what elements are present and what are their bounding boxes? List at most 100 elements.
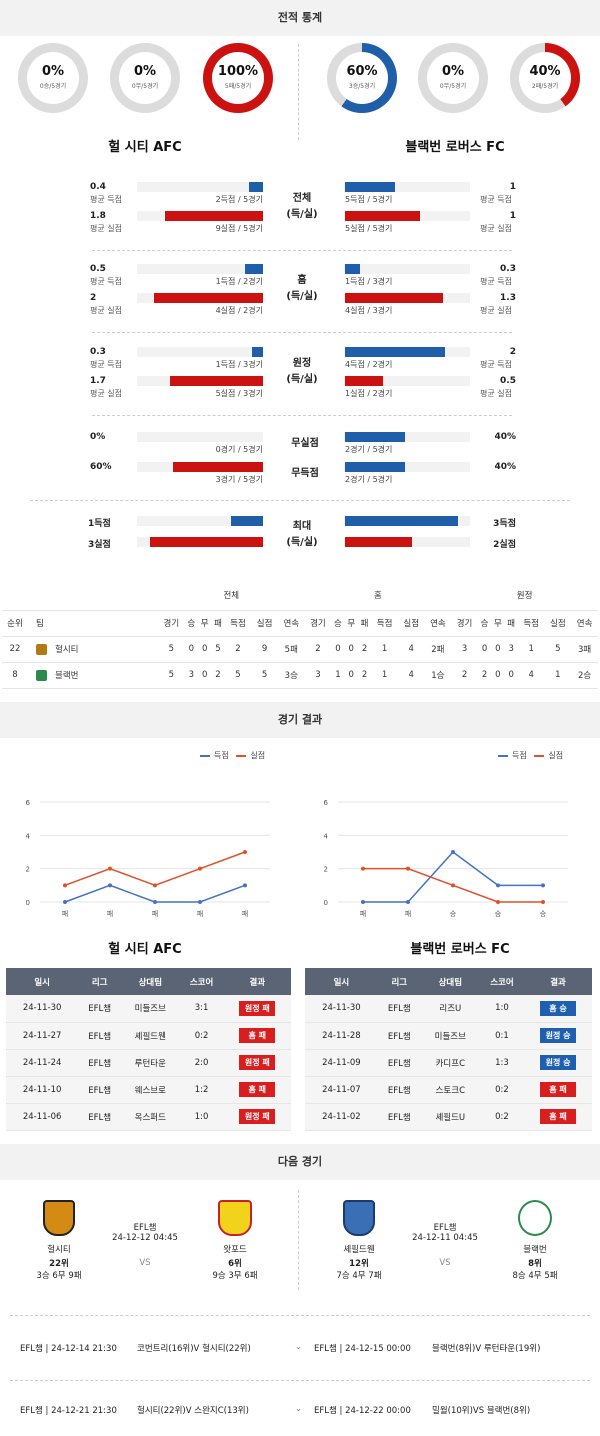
next-game-date: EFL챔 | 24-12-21 21:30 — [20, 1406, 117, 1416]
donut-caption: 5패/5경기 — [224, 83, 252, 90]
away-team-rank: 8위 — [528, 1259, 542, 1269]
away-results-team: 블랙번 로버스 FC — [410, 942, 510, 957]
stat-cell: 1 — [517, 636, 545, 663]
bar-track — [137, 264, 263, 274]
divider — [10, 1380, 590, 1381]
results-header: 리그 — [377, 968, 421, 995]
team-logo-icon — [36, 644, 47, 655]
table-row: 24-11-09 EFL챔 카디프C 1:3 원정 승 — [305, 1049, 592, 1077]
result-score: 1:3 — [479, 1049, 525, 1077]
result-badge: 원정 승 — [540, 1028, 577, 1043]
next-game-row[interactable]: EFL챔 | 24-12-21 21:30 헐시티(22위)V 스완지C(13위)… — [0, 1404, 600, 1418]
data-point — [406, 866, 410, 871]
away-donut-0: 60% 3승/5경기 — [327, 43, 397, 113]
table-row: 24-11-28 EFL챔 미들즈브 0:1 원정 승 — [305, 1022, 592, 1050]
x-tick-label: 승 — [540, 910, 547, 918]
next-section-title: 다음 경기 — [0, 1144, 600, 1180]
center-clean-label: 무실점 — [291, 438, 319, 449]
result-cell: 원정 패 — [223, 1049, 291, 1077]
next-game-teams: 밀월(10위)VS 블랙번(8위) — [432, 1406, 531, 1416]
result-cell: 원정 패 — [223, 995, 291, 1023]
team-logo-icon — [43, 1200, 75, 1236]
donut-percent: 40% — [529, 64, 561, 79]
table-row: 24-11-30 EFL챔 미들즈브 3:1 원정 패 — [6, 995, 291, 1023]
stat-cell: 4 — [397, 636, 425, 663]
home-max-for-bar — [231, 516, 263, 526]
result-league: EFL챔 — [78, 995, 122, 1023]
next-game-row[interactable]: EFL챔 | 24-12-14 21:30 코번트리(16위)V 헐시티(22위)… — [0, 1342, 600, 1356]
table-row: 24-11-24 EFL챔 루턴타운 2:0 원정 패 — [6, 1049, 291, 1077]
donut-caption: 2패/5경기 — [531, 83, 559, 90]
stat-cell: 0 — [331, 636, 345, 663]
stat-cell: 1 — [331, 662, 345, 689]
result-score: 1:2 — [179, 1076, 224, 1104]
result-opp: 리즈U — [420, 995, 480, 1023]
standings-subcol: 경기 — [158, 610, 185, 637]
away-clean-caption: 2경기 / 5경기 — [345, 445, 393, 454]
home-overall-against-value: 1.8 — [90, 211, 106, 221]
stat-cell: 5 — [211, 636, 225, 663]
home-home-against-bar — [154, 293, 263, 303]
center-ws-label: (득/실) — [286, 291, 318, 302]
result-opp: 웨스브로 — [121, 1076, 180, 1104]
home-team-rank: 22위 — [49, 1259, 69, 1269]
next-game-teams: 코번트리(16위)V 헐시티(22위) — [137, 1344, 251, 1354]
away-home-for-bar — [345, 264, 360, 274]
y-tick-label: 6 — [26, 799, 31, 807]
group-away: 원정 — [451, 580, 598, 611]
stat-cell: 2 — [357, 662, 372, 689]
result-score: 1:0 — [179, 1103, 224, 1131]
result-score: 0:2 — [479, 1103, 525, 1131]
stat-cell: 2패 — [424, 636, 452, 663]
donut-center: 60% 3승/5경기 — [336, 52, 388, 104]
away-home-against-caption: 4실점 / 3경기 — [345, 306, 393, 315]
data-point — [361, 900, 365, 904]
stat-cell: 0 — [344, 662, 358, 689]
stat-cell: 9 — [251, 636, 278, 663]
results-header: 결과 — [223, 968, 291, 995]
away-overall-against-bar — [345, 211, 420, 221]
data-point — [541, 883, 545, 888]
team-logo-icon — [36, 670, 47, 681]
home-away-for-bar — [252, 347, 263, 357]
result-score: 0:2 — [179, 1022, 224, 1050]
bar-track — [137, 516, 263, 526]
result-score: 3:1 — [179, 995, 224, 1023]
home-clean-caption: 0경기 / 5경기 — [215, 445, 263, 454]
stat-cell: 2 — [357, 636, 372, 663]
avg-against-label: 평균 실점 — [90, 306, 122, 315]
divider — [92, 415, 512, 416]
y-tick-label: 0 — [324, 899, 328, 907]
result-cell: 원정 패 — [223, 1103, 291, 1131]
away-home-for-caption: 1득점 / 3경기 — [345, 277, 393, 286]
donut-center: 100% 5패/5경기 — [212, 52, 264, 104]
team-cell: 블랙번 — [28, 662, 158, 689]
stat-cell: 2 — [224, 636, 252, 663]
result-date: 24-11-06 — [6, 1103, 79, 1131]
home-donut-0: 0% 0승/5경기 — [18, 43, 88, 113]
home-overall-for-bar — [249, 182, 263, 192]
away-max-for: 3득점 — [493, 519, 516, 529]
stat-cell: 5 — [224, 662, 252, 689]
legend-for: 득점 — [512, 751, 527, 760]
home-home-against-value: 2 — [90, 293, 97, 303]
donut-percent: 0% — [441, 64, 465, 79]
results-header: 상대팀 — [420, 968, 480, 995]
divider — [298, 44, 299, 140]
stat-cell: 3패 — [571, 636, 598, 663]
standings-subcol: 실점 — [251, 610, 278, 637]
legend-left: 득점 실점 — [200, 750, 265, 761]
result-cell: 홈 패 — [223, 1076, 291, 1104]
away-noscore-pct: 40% — [494, 462, 516, 472]
home-home-against-caption: 4실점 / 2경기 — [215, 306, 263, 315]
bar-track — [344, 264, 470, 274]
donut-percent: 0% — [133, 64, 157, 79]
y-tick-label: 2 — [26, 866, 30, 874]
result-badge: 원정 패 — [239, 1055, 276, 1070]
results-header: 스코어 — [479, 968, 525, 995]
avg-for-label: 평균 득점 — [480, 277, 512, 286]
away-team-name: 블랙번 — [523, 1245, 547, 1255]
result-cell: 홈 패 — [524, 1076, 592, 1104]
result-league: EFL챔 — [78, 1076, 122, 1104]
fixture-datetime: 24-12-12 04:45 — [112, 1233, 178, 1243]
